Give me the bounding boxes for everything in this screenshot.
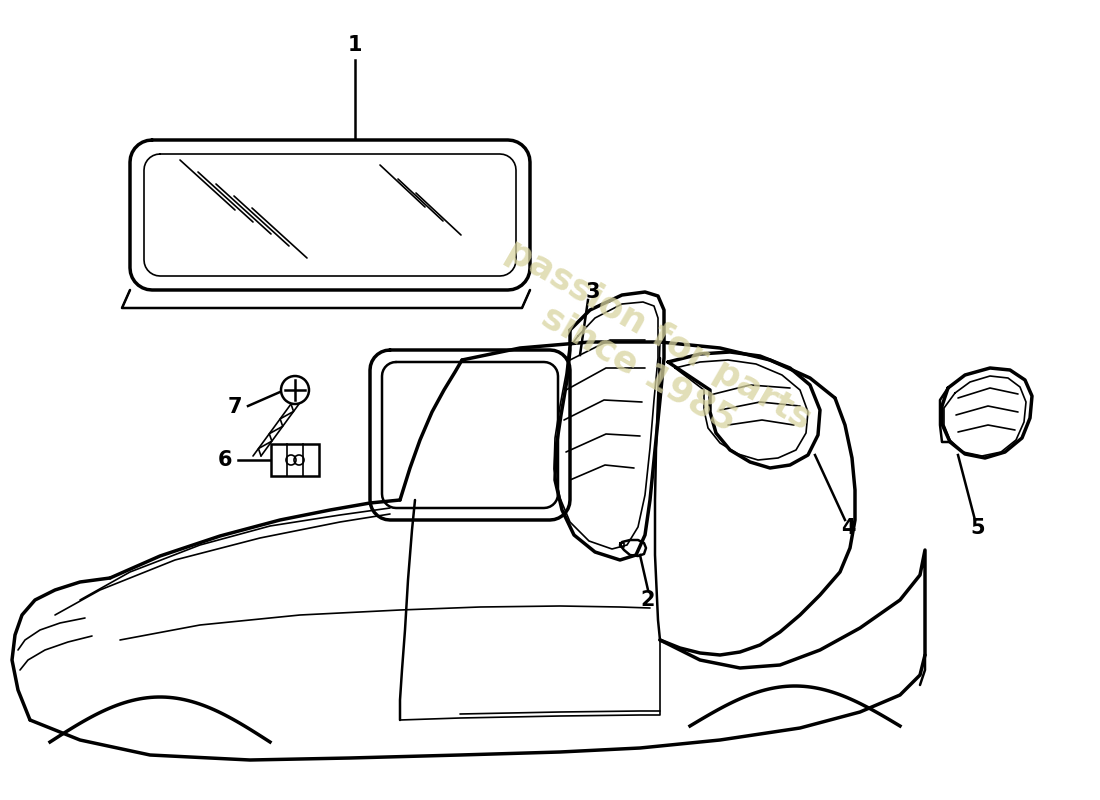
Text: 1: 1: [348, 35, 362, 55]
Text: 5: 5: [970, 518, 986, 538]
Text: 4: 4: [840, 518, 856, 538]
Text: passion for parts
since 1985: passion for parts since 1985: [481, 234, 817, 470]
Bar: [271, 444, 319, 476]
Text: 7: 7: [228, 397, 242, 417]
Text: 3: 3: [585, 282, 601, 302]
Text: 2: 2: [640, 590, 656, 610]
Text: 6: 6: [218, 450, 232, 470]
